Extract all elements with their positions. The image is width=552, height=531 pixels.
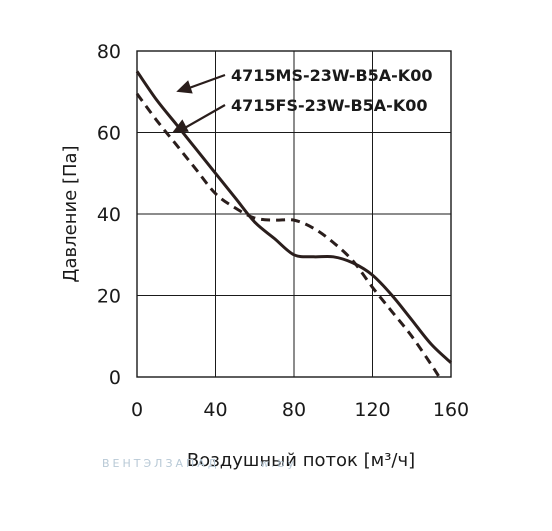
x-tick-label: 160 [433,399,469,421]
legend-label-ms: 4715MS-23W-B5A-K00 [231,66,432,85]
chart-grid [136,50,452,378]
legend-arrow-head [172,119,189,133]
x-tick-label: 0 [131,399,143,421]
watermark-text-left: ВЕНТЭЛЗАПАД [102,457,219,470]
legend-arrow-line [183,73,226,91]
plot-frame [136,50,452,378]
legend-label-fs: 4715FS-23W-B5A-K00 [231,96,427,115]
x-axis-label: Воздушный поток [м³/ч] [187,450,415,471]
y-axis-label: Давление [Па] [60,145,81,282]
y-tick-label: 80 [97,41,121,63]
chart-series [135,70,453,378]
x-tick-label: 40 [203,399,227,421]
legend-arrow-line [179,104,226,132]
y-tick-label: 20 [97,286,121,308]
y-tick-label: 60 [97,123,121,145]
series-line-fs [135,92,441,378]
chart-tick-labels: 0 40 80 120 160 0 20 40 60 80 [97,41,469,421]
y-tick-label: 0 [109,367,121,389]
watermark-text-right: w.by [260,457,297,470]
y-tick-label: 40 [97,204,121,226]
legend-arrow-head [176,80,193,94]
chart-legend: 4715MS-23W-B5A-K00 4715FS-23W-B5A-K00 [172,66,432,133]
x-tick-label: 80 [282,399,306,421]
series-line-ms [135,70,453,364]
x-tick-label: 120 [354,399,390,421]
